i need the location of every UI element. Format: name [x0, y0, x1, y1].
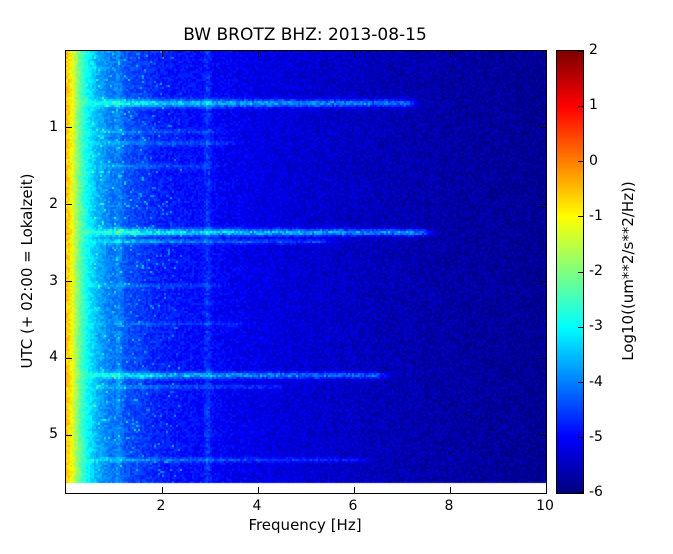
- x-tick-mark: [353, 487, 355, 493]
- y-tick-mark: [66, 127, 72, 129]
- x-tick-mark: [545, 51, 547, 57]
- colorbar-tick-mark: [578, 216, 583, 218]
- y-tick-label: 1: [49, 118, 58, 135]
- x-tick-mark: [161, 487, 163, 493]
- y-tick-mark: [66, 434, 72, 436]
- colorbar-tick-mark: [578, 437, 583, 439]
- colorbar-tick-label: -6: [589, 484, 603, 500]
- x-tick-mark: [353, 51, 355, 57]
- colorbar-tick-mark: [578, 161, 583, 162]
- colorbar-tick-label: 2: [589, 42, 598, 58]
- spectrogram-canvas: [66, 51, 546, 493]
- y-tick-mark: [66, 281, 72, 283]
- y-tick-label: 2: [49, 195, 58, 212]
- y-tick-mark: [540, 281, 546, 283]
- colorbar-tick-mark: [578, 105, 583, 107]
- colorbar-tick-mark: [578, 382, 583, 383]
- colorbar-tick-mark: [578, 491, 583, 493]
- colorbar-tick-mark: [578, 271, 583, 273]
- colorbar: [556, 50, 584, 494]
- colorbar-tick-label: -3: [589, 318, 603, 335]
- colorbar-tick-label: -2: [589, 263, 603, 279]
- y-tick-mark: [540, 357, 546, 359]
- x-tick-mark: [449, 51, 451, 57]
- y-tick-mark: [540, 434, 546, 436]
- y-tick-mark: [66, 357, 72, 359]
- y-tick-mark: [540, 204, 546, 206]
- colorbar-tick-label: 0: [589, 152, 598, 169]
- colorbar-tick-label: 1: [589, 97, 598, 114]
- x-tick-label: 10: [536, 498, 554, 514]
- x-tick-label: 2: [156, 498, 166, 514]
- y-tick-label: 3: [49, 272, 58, 289]
- y-tick-label: 5: [49, 426, 58, 443]
- x-tick-label: 4: [252, 498, 262, 514]
- x-tick-mark: [257, 51, 259, 57]
- y-tick-mark: [540, 127, 546, 129]
- colorbar-tick-mark: [578, 50, 583, 52]
- chart-title: BW BROTZ BHZ: 2013-08-15: [183, 25, 427, 45]
- y-tick-label: 4: [49, 349, 58, 366]
- y-tick-mark: [66, 204, 72, 206]
- y-axis-label: UTC (+ 02:00 = Lokalzeit): [18, 173, 36, 369]
- colorbar-label: Log10((um**2/s**2/Hz)): [619, 181, 637, 361]
- x-tick-mark: [161, 51, 163, 57]
- colorbar-tick-label: -5: [589, 428, 603, 445]
- colorbar-tick-label: -1: [589, 207, 603, 224]
- x-tick-mark: [545, 487, 547, 493]
- x-tick-label: 6: [348, 498, 358, 514]
- colorbar-tick-label: -4: [589, 373, 603, 390]
- x-tick-mark: [257, 487, 259, 493]
- x-tick-mark: [449, 487, 451, 493]
- x-axis-label: Frequency [Hz]: [248, 516, 362, 534]
- colorbar-tick-mark: [578, 326, 583, 328]
- x-tick-label: 8: [444, 498, 454, 514]
- plot-area: [65, 50, 547, 494]
